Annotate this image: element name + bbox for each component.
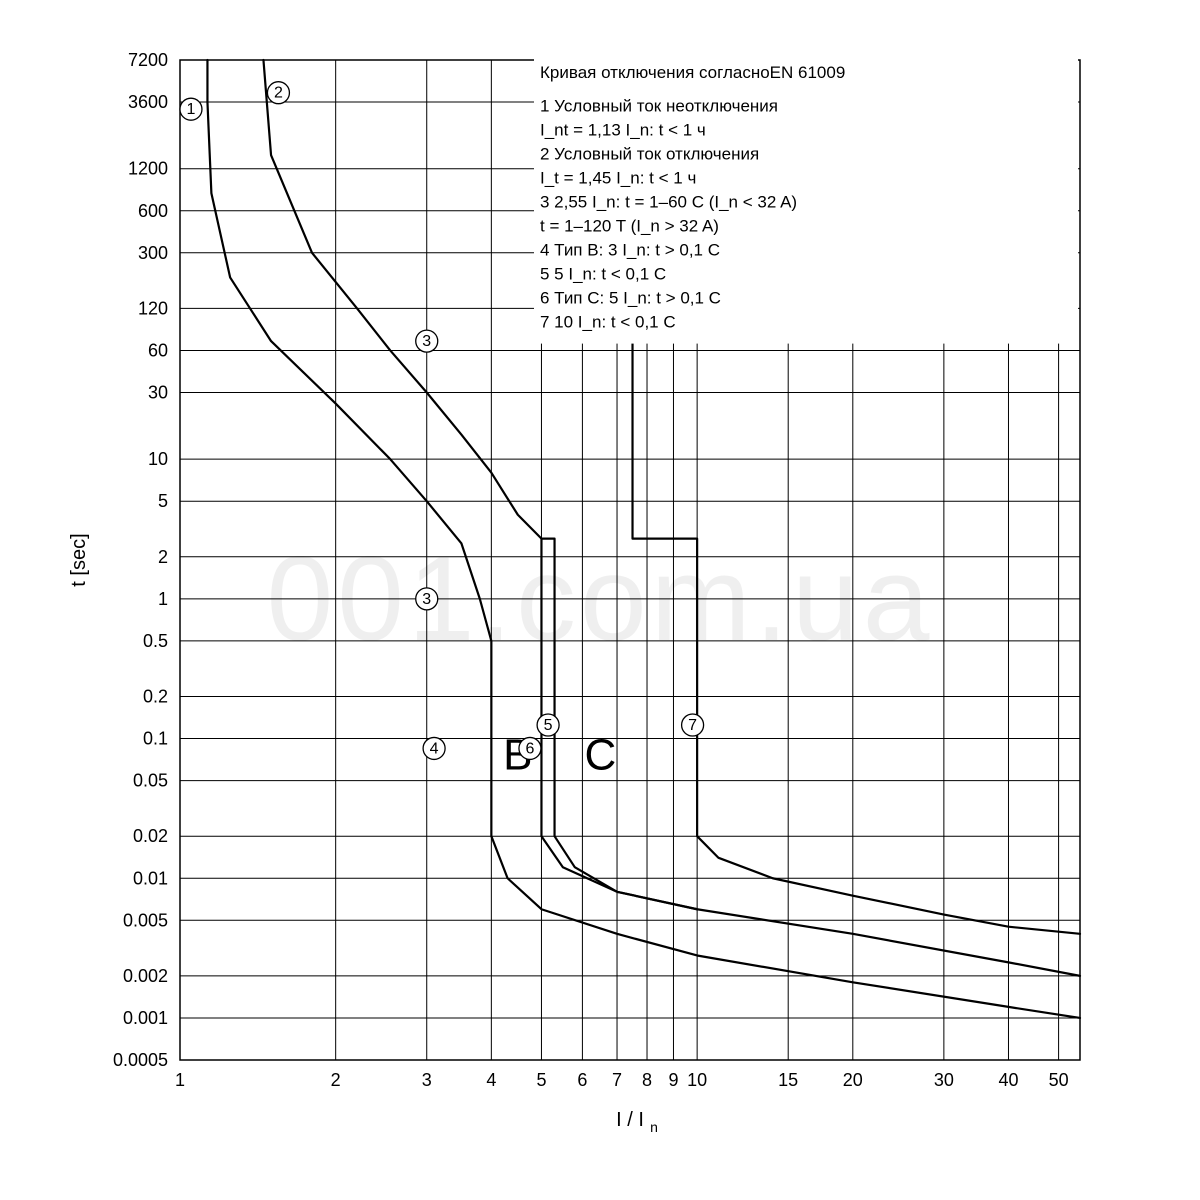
y-tick-label: 0.1 [143,729,168,749]
y-tick-label: 30 [148,383,168,403]
trip-curve-chart: 1234567891015203040500.00050.0010.0020.0… [0,0,1200,1200]
marker-num: 6 [525,740,534,757]
x-tick-label: 15 [778,1070,798,1090]
y-tick-label: 0.2 [143,687,168,707]
y-tick-label: 3600 [128,92,168,112]
zone-label-C: C [584,731,616,780]
x-tick-label: 9 [668,1070,678,1090]
x-tick-label: 40 [998,1070,1018,1090]
x-tick-label: 20 [843,1070,863,1090]
y-tick-label: 2 [158,547,168,567]
x-tick-label: 2 [331,1070,341,1090]
x-axis-label-sub: n [650,1119,658,1135]
marker-num: 3 [422,591,431,608]
legend-line: 4 Тип B: 3 I_n: t > 0,1 C [540,241,720,260]
legend-line: 6 Тип C: 5 I_n: t > 0,1 C [540,289,721,308]
y-tick-label: 0.005 [123,910,168,930]
marker-num: 2 [274,85,283,102]
x-tick-label: 1 [175,1070,185,1090]
x-tick-label: 8 [642,1070,652,1090]
legend-line: 2 Условный ток отключения [540,145,759,164]
legend-line: 1 Условный ток неотключения [540,97,778,116]
x-tick-label: 3 [422,1070,432,1090]
y-tick-label: 600 [138,201,168,221]
legend-line: 5 5 I_n: t < 0,1 C [540,265,666,284]
x-tick-label: 4 [486,1070,496,1090]
x-tick-label: 30 [934,1070,954,1090]
x-axis-label: I / I [616,1109,644,1131]
legend-line: 3 2,55 I_n: t = 1–60 C (I_n < 32 A) [540,193,797,212]
marker-num: 7 [688,717,697,734]
x-tick-label: 5 [536,1070,546,1090]
y-tick-label: 120 [138,298,168,318]
y-tick-label: 1 [158,589,168,609]
y-tick-label: 5 [158,491,168,511]
y-tick-label: 300 [138,243,168,263]
y-axis-label: t [sec] [68,533,90,586]
marker-num: 1 [187,101,196,118]
y-tick-label: 7200 [128,50,168,70]
x-tick-label: 50 [1049,1070,1069,1090]
y-tick-label: 0.001 [123,1008,168,1028]
y-tick-label: 10 [148,449,168,469]
y-tick-label: 0.5 [143,631,168,651]
legend-line: I_nt = 1,13 I_n: t < 1 ч [540,121,706,140]
y-tick-label: 60 [148,340,168,360]
legend-line: I_t = 1,45 I_n: t < 1 ч [540,169,696,188]
watermark-text: 001.com.ua [266,532,933,666]
x-tick-label: 7 [612,1070,622,1090]
y-tick-label: 0.05 [133,771,168,791]
legend-line: 7 10 I_n: t < 0,1 C [540,313,676,332]
y-tick-label: 0.02 [133,826,168,846]
y-tick-label: 1200 [128,159,168,179]
y-tick-label: 0.0005 [113,1050,168,1070]
y-tick-label: 0.01 [133,868,168,888]
x-tick-label: 6 [577,1070,587,1090]
x-tick-label: 10 [687,1070,707,1090]
legend-line: t = 1–120 T (I_n > 32 A) [540,217,719,236]
legend-title: Кривая отключения согласноEN 61009 [540,63,845,82]
y-tick-label: 0.002 [123,966,168,986]
marker-num: 4 [430,740,439,757]
marker-num: 3 [422,333,431,350]
marker-num: 5 [544,717,553,734]
